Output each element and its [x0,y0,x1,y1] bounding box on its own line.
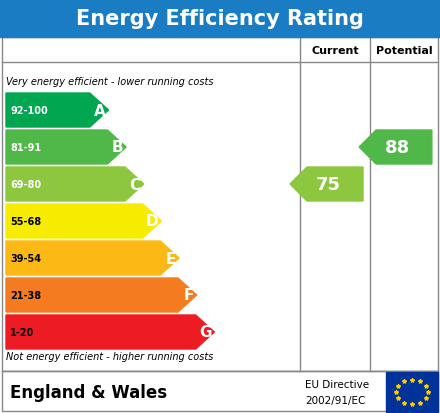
Bar [2,371,438,411]
Text: F: F [183,288,194,303]
Text: D: D [146,214,158,229]
Text: England & Wales: England & Wales [10,383,167,401]
Text: 39-54: 39-54 [10,254,41,263]
Text: 92-100: 92-100 [10,106,48,116]
Polygon shape [6,204,161,238]
Text: 1-20: 1-20 [10,327,34,337]
Polygon shape [6,315,214,349]
Text: 88: 88 [385,139,410,157]
Text: G: G [199,325,211,339]
Text: Potential: Potential [376,45,433,55]
Text: EU Directive: EU Directive [305,379,369,389]
Polygon shape [359,131,432,165]
Polygon shape [6,278,197,312]
Text: 81-91: 81-91 [10,142,41,153]
Text: Not energy efficient - higher running costs: Not energy efficient - higher running co… [6,351,213,361]
Text: 21-38: 21-38 [10,290,41,300]
Polygon shape [6,242,179,275]
Text: 69-80: 69-80 [10,180,41,190]
Polygon shape [6,94,109,128]
Polygon shape [290,168,363,202]
Text: Very energy efficient - lower running costs: Very energy efficient - lower running co… [6,77,213,87]
Text: 55-68: 55-68 [10,216,41,226]
Text: 75: 75 [316,176,341,194]
Text: B: B [111,140,123,155]
Text: A: A [94,103,106,118]
Text: 2002/91/EC: 2002/91/EC [305,395,365,405]
Text: Energy Efficiency Rating: Energy Efficiency Rating [76,9,364,29]
Bar [386,372,438,412]
Text: C: C [130,177,141,192]
Bar [0,0,440,38]
Polygon shape [6,168,144,202]
Bar [2,38,438,371]
Polygon shape [6,131,126,165]
Text: E: E [166,251,176,266]
Text: Current: Current [311,45,359,55]
